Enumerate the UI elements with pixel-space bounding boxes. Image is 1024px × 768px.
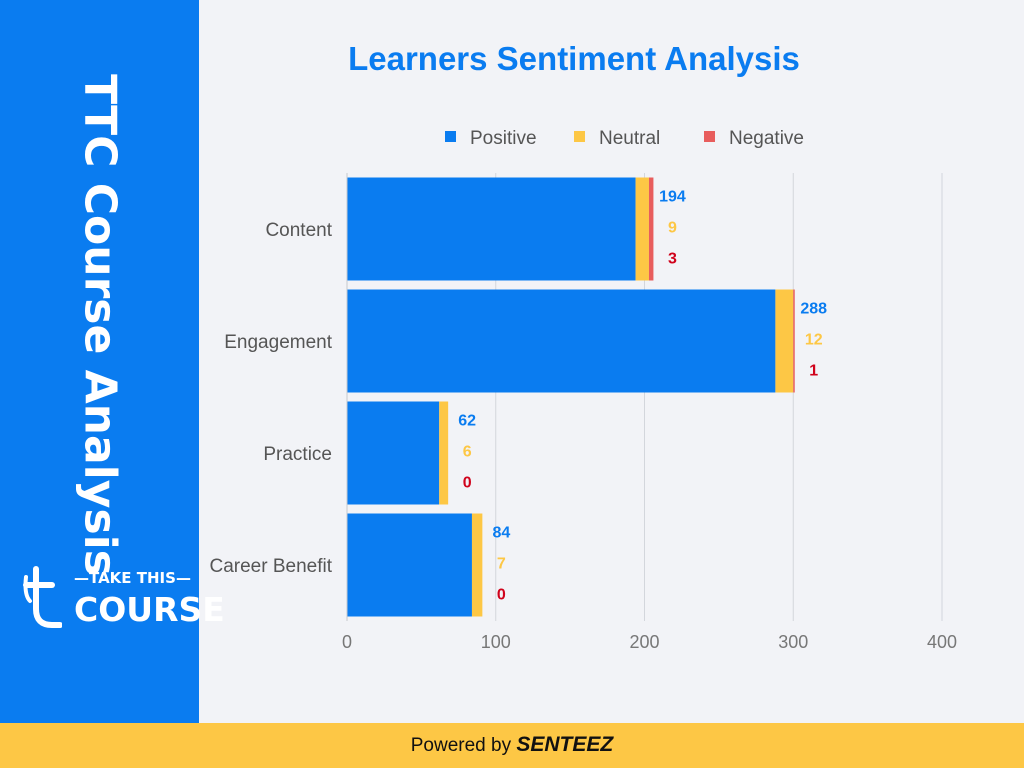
x-tick-label: 400	[927, 632, 957, 652]
data-label-neutral: 7	[497, 556, 506, 573]
footer-brand: SENTEEZ	[516, 733, 614, 756]
chart-title: Learners Sentiment Analysis	[348, 40, 800, 77]
sidebar-title: TTC Course Analysis	[74, 74, 126, 576]
data-label-neutral: 12	[805, 332, 823, 349]
x-tick-label: 0	[342, 632, 352, 652]
data-label-negative: 0	[497, 587, 506, 604]
data-label-negative: 3	[668, 251, 677, 268]
data-label-positive: 194	[659, 189, 686, 206]
bar-neutral-career-benefit	[471, 513, 483, 617]
category-label: Engagement	[224, 332, 332, 353]
data-label-negative: 1	[809, 363, 818, 380]
data-label-neutral: 9	[668, 220, 677, 237]
logo-t-icon	[23, 566, 62, 628]
category-label: Content	[265, 220, 332, 241]
legend-label-neutral: Neutral	[599, 128, 660, 149]
bar-positive-career-benefit	[347, 513, 472, 617]
bar-positive-content	[347, 177, 636, 281]
data-label-neutral: 6	[463, 444, 472, 461]
bar-positive-engagement	[347, 289, 776, 393]
bar-neutral-engagement	[775, 289, 794, 393]
x-tick-label: 300	[778, 632, 808, 652]
bar-negative-engagement	[793, 289, 795, 393]
data-label-positive: 62	[458, 413, 476, 430]
sidebar: TTC Course Analysis —TAKE THIS— COURSE	[0, 0, 225, 723]
logo-name: COURSE	[74, 590, 225, 629]
category-label: Practice	[263, 444, 332, 465]
legend-swatch-neutral	[574, 131, 585, 142]
footer-bar: Powered by SENTEEZ	[0, 723, 1024, 768]
take-this-course-logo[interactable]: —TAKE THIS— COURSE	[22, 565, 225, 635]
footer-prefix: Powered by	[410, 735, 512, 756]
bar-negative-content	[648, 177, 654, 281]
legend-swatch-negative	[704, 131, 715, 142]
data-label-positive: 288	[800, 301, 827, 318]
data-label-positive: 84	[492, 525, 510, 542]
category-label: Career Benefit	[209, 556, 332, 577]
x-tick-label: 200	[629, 632, 659, 652]
legend-label-positive: Positive	[470, 128, 537, 149]
bar-positive-practice	[347, 401, 440, 505]
legend-swatch-positive	[445, 131, 456, 142]
bar-neutral-practice	[439, 401, 449, 505]
logo-tagline: —TAKE THIS—	[74, 569, 191, 587]
data-label-negative: 0	[463, 475, 472, 492]
bar-neutral-content	[635, 177, 649, 281]
x-tick-label: 100	[481, 632, 511, 652]
footer-text: Powered by SENTEEZ	[0, 733, 1024, 757]
legend-label-negative: Negative	[729, 128, 804, 149]
